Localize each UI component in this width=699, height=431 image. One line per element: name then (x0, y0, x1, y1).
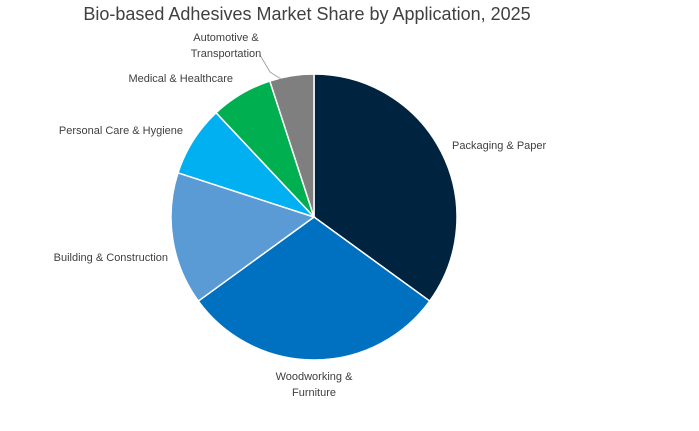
pie-slice-building-construction (170, 171, 316, 303)
chart-title: Bio-based Adhesives Market Share by Appl… (83, 4, 531, 24)
leader-line (259, 54, 282, 80)
slice-label: Woodworking & Furniture (276, 371, 353, 399)
leader-lines (259, 54, 282, 80)
slice-label: Medical & Healthcare (128, 73, 233, 85)
pie-slice-woodworking-furniture (197, 216, 431, 361)
slice-label: Personal Care & Hygiene (59, 125, 183, 137)
pie-slice-packaging-paper (313, 73, 458, 303)
slice-label: Packaging & Paper (452, 140, 547, 152)
slice-labels: Packaging & Paper Woodworking & Furniture B… (54, 32, 547, 399)
slice-label: Building & Construction (54, 252, 168, 264)
pie-slices (170, 73, 458, 361)
pie-slice-automotive-transportation (268, 73, 315, 218)
slice-label: Automotive & Transportation (191, 32, 262, 60)
